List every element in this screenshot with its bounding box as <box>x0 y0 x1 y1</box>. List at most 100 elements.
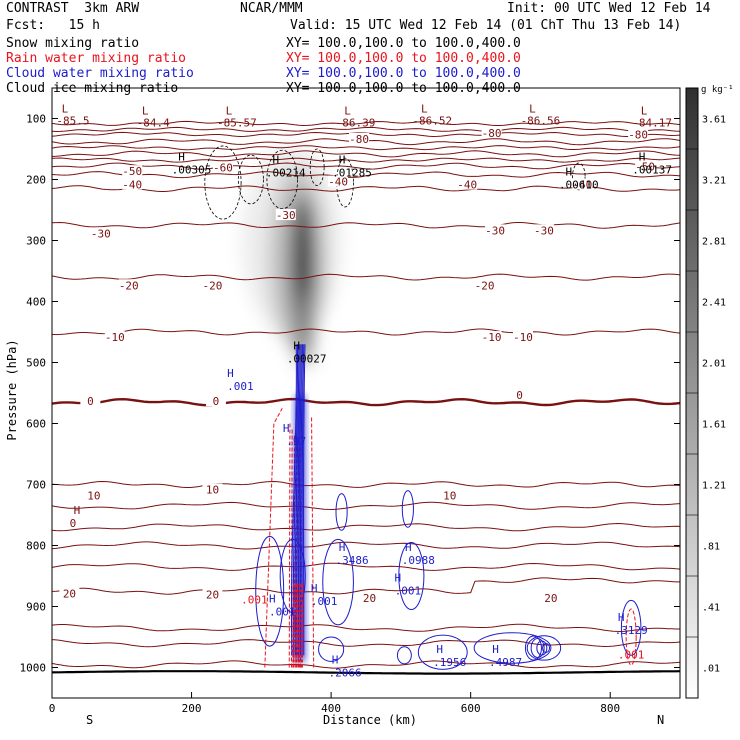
temperature-label: -30 <box>276 209 296 222</box>
extremum-label: .3129 <box>615 624 648 637</box>
extremum-marker: H <box>311 582 318 595</box>
isotherm--30 <box>52 221 680 229</box>
y-tick-label: 900 <box>26 601 46 614</box>
extremum-label: .001 <box>269 606 296 619</box>
colorbar: .01 .41 .81 1.21 1.61 2.01 2.41 2.81 3.21 3.61 g k… <box>685 85 734 699</box>
temperature-label: 0 <box>516 389 523 402</box>
cloud-water-contour <box>318 636 345 662</box>
extremum-marker: H <box>566 166 573 179</box>
extremum-marker: H <box>269 593 276 606</box>
temperature-label: 20 <box>363 592 376 605</box>
label-background <box>205 395 226 407</box>
isotherm-lower <box>52 639 680 648</box>
colorbar-tick-label: 2.01 <box>702 359 726 370</box>
temperature-label: 0 <box>213 395 220 408</box>
x-axis-title: Distance (km) <box>323 713 417 727</box>
label-background <box>513 331 533 343</box>
extremum-label: .97 <box>286 435 306 448</box>
extremum-label: .001 <box>395 584 422 597</box>
extremum-label: .4987 <box>489 656 522 669</box>
rain-contour-north <box>625 608 637 666</box>
rain-contour-outer-right <box>311 417 315 668</box>
plot-area <box>52 120 680 675</box>
legend-snow-xy: XY= 100.0,100.0 to 100.0,400.0 <box>286 36 521 51</box>
extremum-marker: H <box>272 153 279 166</box>
cloud-ice-contour <box>204 145 242 220</box>
isotherm-10 <box>52 480 680 488</box>
cloud-ice-contours <box>204 145 586 220</box>
isotherm--10 <box>52 328 680 336</box>
temperature-label: -40 <box>328 176 348 189</box>
surface-line <box>52 670 680 675</box>
cloud-water-contour <box>322 538 354 626</box>
temperature-label: -30 <box>91 227 111 240</box>
legend-cloudwater-xy: XY= 100.0,100.0 to 100.0,400.0 <box>286 66 521 81</box>
extremum-marker: H <box>283 422 290 435</box>
y-tick-label: 200 <box>26 174 46 187</box>
temperature-label: -30 <box>534 224 554 237</box>
y-tick-label: 400 <box>26 296 46 309</box>
label-background <box>275 209 296 221</box>
cloud-water-contour <box>301 344 305 656</box>
label-background <box>122 165 143 177</box>
temperature-contours <box>52 120 680 669</box>
label-background <box>481 126 502 138</box>
temperature-label: 10 <box>206 484 219 497</box>
label-background <box>202 279 223 291</box>
y-axis-title: Pressure (hPa) <box>5 339 19 440</box>
temperature-label: 10 <box>87 490 100 503</box>
min-temperature-label: -85.5 <box>56 115 89 128</box>
cloud-ice-contour <box>572 162 586 191</box>
low-marker: L <box>62 103 69 116</box>
extremum-label: .00214 <box>266 166 306 179</box>
temperature-label: -20 <box>119 279 139 292</box>
extremum-marker: H <box>405 541 412 554</box>
temperature-label: 20 <box>544 592 557 605</box>
label-background <box>481 331 502 343</box>
temperature-label: -30 <box>485 224 505 237</box>
x-tick-label: 0 <box>49 702 56 715</box>
y-tick-label: 800 <box>26 540 46 553</box>
label-background <box>509 389 530 401</box>
rain-contour-heavy <box>292 582 296 668</box>
y-tick-label: 100 <box>26 113 46 126</box>
title-left: CONTRAST 3km ARW <box>6 1 140 16</box>
high-marker: H <box>74 504 81 517</box>
isotherm-0 <box>52 397 680 407</box>
init-time: Init: 00 UTC Wed 12 Feb 14 <box>507 1 711 16</box>
isotherm--20 <box>52 273 680 281</box>
valid-time: Valid: 15 UTC Wed 12 Feb 14 (01 ChT Thu … <box>290 18 682 33</box>
extremum-label: .2066 <box>329 667 362 680</box>
label-background <box>439 489 460 501</box>
low-marker: L <box>226 104 233 117</box>
label-background <box>533 224 554 236</box>
plot-frame <box>51 87 681 699</box>
extremum-label: .00610 <box>559 179 599 192</box>
colorbar-tick-label: 3.61 <box>702 115 726 126</box>
colorbar-tick-label: .41 <box>702 603 720 614</box>
cloud-ice-contour <box>237 154 264 205</box>
isotherm-lower <box>52 562 680 571</box>
cloud-water-contour <box>526 635 562 661</box>
cloud-ice-contour <box>336 157 354 208</box>
extremum-label: .001 <box>311 595 338 608</box>
rain-contour-heavy <box>297 582 301 668</box>
isotherm-20 <box>52 577 680 595</box>
extremum-label: .00305 <box>172 163 212 176</box>
label-background <box>474 279 495 291</box>
low-marker: L <box>344 104 351 117</box>
temperature-label: -50 <box>122 165 142 178</box>
colorbar-unit: g kg⁻¹ <box>701 85 734 95</box>
isotherm--70 <box>52 150 680 158</box>
temperature-label: 20 <box>206 589 219 602</box>
label-background <box>83 489 104 501</box>
x-tick-label: 800 <box>600 702 620 715</box>
label-background <box>122 178 143 190</box>
extremum-label: .00137 <box>632 163 672 176</box>
label-background <box>80 395 101 407</box>
low-marker: L <box>421 103 428 116</box>
min-temperature-label: -84.4 <box>137 116 170 129</box>
cloud-water-contour <box>401 490 414 528</box>
label-background <box>359 592 380 604</box>
